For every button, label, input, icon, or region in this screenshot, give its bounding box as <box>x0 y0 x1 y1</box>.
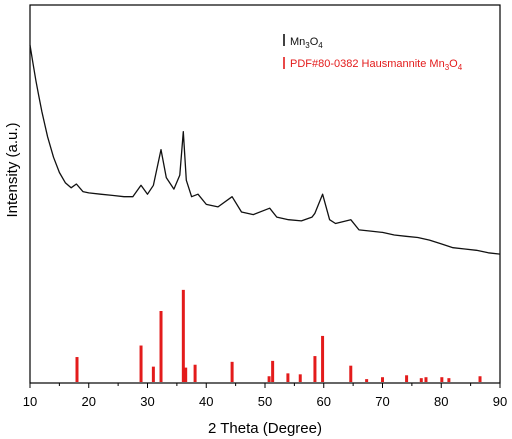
legend-label-pattern: Mn3O4 <box>290 36 323 50</box>
reference-sticks-layer <box>75 289 482 382</box>
y-axis-label: Intensity (a.u.) <box>4 122 21 217</box>
x-tick-label: 20 <box>82 394 96 409</box>
legend-label-pattern-text: Mn <box>290 36 305 48</box>
x-axis-label: 2 Theta (Degree) <box>208 420 322 437</box>
x-tick-label: 90 <box>493 394 507 409</box>
legend-label-reference: PDF#80-0382 Hausmannite Mn3O4 <box>290 58 463 72</box>
x-tick-label: 10 <box>23 394 37 409</box>
x-tick-label: 50 <box>258 394 272 409</box>
legend-label-pattern-sub2: 4 <box>318 41 323 50</box>
legend-label-reference-sub2: 4 <box>458 63 463 72</box>
x-axis-ticks: 10 20 30 40 50 60 70 80 90 <box>23 383 507 409</box>
pattern-line <box>29 44 501 255</box>
x-tick-label: 60 <box>317 394 331 409</box>
legend-label-reference-mid: O <box>449 58 458 70</box>
legend-label-reference-text: PDF#80-0382 Hausmannite Mn <box>290 58 445 70</box>
legend-label-pattern-sub1: 3 <box>305 41 310 50</box>
x-tick-label: 70 <box>375 394 389 409</box>
x-tick-label: 40 <box>199 394 213 409</box>
legend: Mn3O4 PDF#80-0382 Hausmannite Mn3O4 <box>283 34 463 72</box>
legend-label-pattern-mid: O <box>310 36 319 48</box>
legend-label-reference-sub1: 3 <box>445 63 450 72</box>
x-tick-label: 80 <box>434 394 448 409</box>
pattern-layer <box>29 44 501 255</box>
x-tick-label: 30 <box>140 394 154 409</box>
